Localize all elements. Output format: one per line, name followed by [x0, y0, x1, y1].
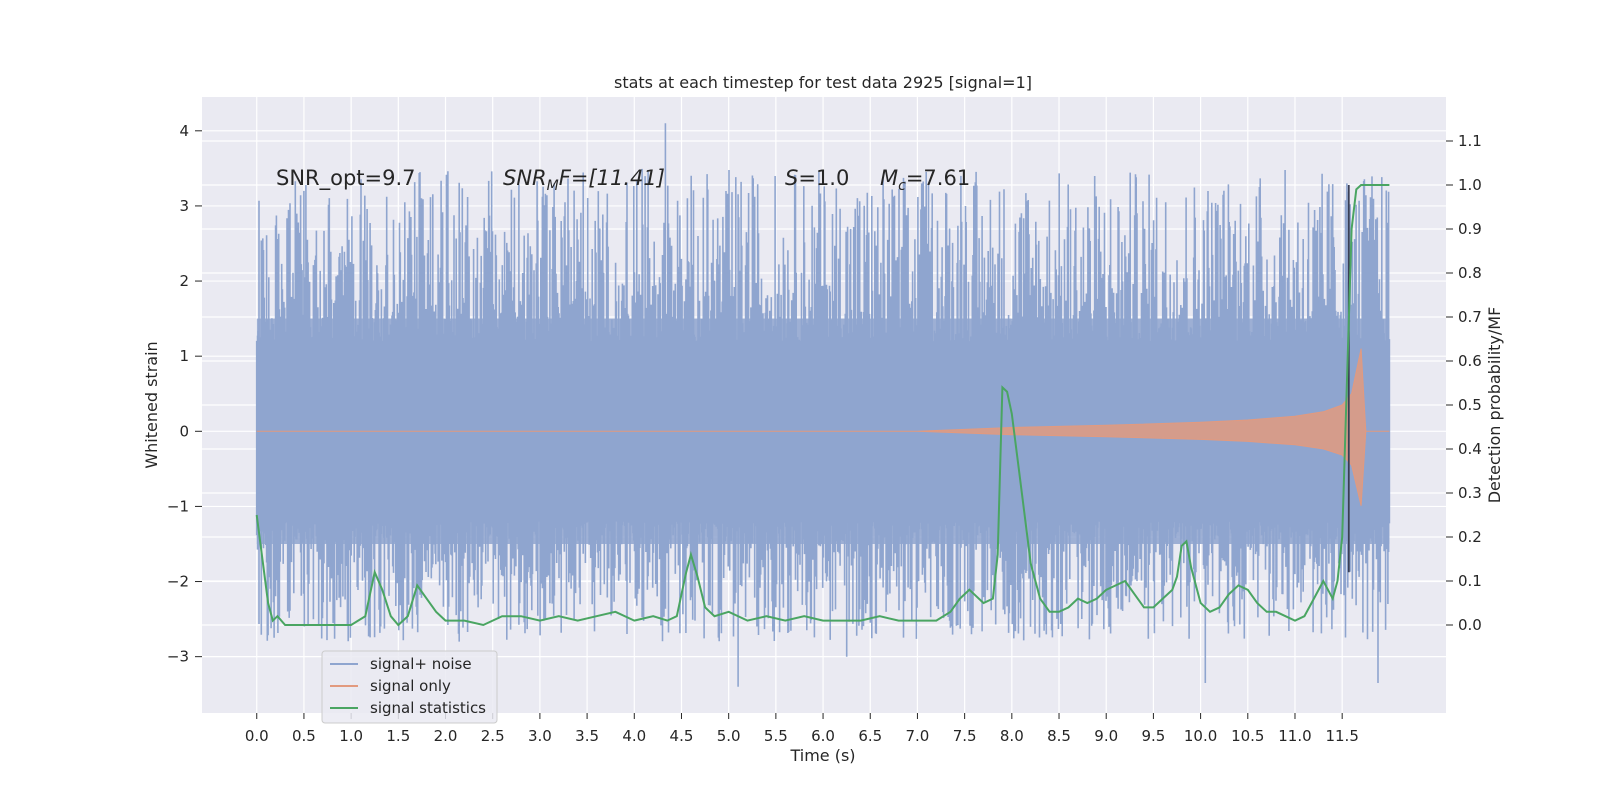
x-tick-label: 9.5 [1141, 727, 1165, 745]
annotation-snr-mf-value: F=[11.41] [559, 166, 665, 190]
legend-label-signal-only: signal only [370, 677, 451, 695]
annotation-mc-subscript: c [898, 178, 906, 194]
x-tick-label: 3.0 [528, 727, 552, 745]
x-tick-label: 5.0 [717, 727, 741, 745]
x-tick-label: 7.5 [953, 727, 977, 745]
right-y-tick-label: 0.1 [1458, 572, 1482, 590]
right-y-tick-label: 0.3 [1458, 484, 1482, 502]
x-tick-label: 5.5 [764, 727, 788, 745]
annotation-mc-symbol: M [880, 166, 898, 190]
left-y-tick-label: 2 [179, 272, 189, 290]
x-tick-label: 11.0 [1278, 727, 1311, 745]
x-tick-label: 11.5 [1325, 727, 1358, 745]
x-tick-label: 8.5 [1047, 727, 1071, 745]
right-y-tick-label: 0.9 [1458, 220, 1482, 238]
left-y-tick-label: 1 [179, 347, 189, 365]
right-y-tick-label: 1.1 [1458, 132, 1482, 150]
annotation-mc-value: =7.61 [906, 166, 970, 190]
x-tick-label: 0.5 [292, 727, 316, 745]
annotation-s-value: =1.0 [798, 166, 849, 190]
legend-box [321, 650, 498, 724]
left-y-tick-label: 0 [179, 422, 189, 440]
x-tick-label: 4.0 [622, 727, 646, 745]
series-signal-statistics [255, 184, 1390, 627]
left-y-tick-label: −3 [167, 648, 189, 666]
annotation-s: S=1.0 [785, 166, 849, 190]
x-tick-label: 8.0 [1000, 727, 1024, 745]
x-tick-label: 10.5 [1231, 727, 1264, 745]
left-y-tick-label: −1 [167, 497, 189, 515]
x-tick-label: 7.0 [906, 727, 930, 745]
x-tick-label: 10.0 [1184, 727, 1217, 745]
left-y-axis-label: Whitened strain [142, 341, 161, 468]
right-y-axis-label: Detection probability/MF [1485, 307, 1504, 504]
right-y-tick-label: 0.6 [1458, 352, 1482, 370]
right-y-tick-label: 1.0 [1458, 176, 1482, 194]
x-tick-label: 6.0 [811, 727, 835, 745]
x-tick-label: 1.0 [339, 727, 363, 745]
chart-title: stats at each timestep for test data 292… [614, 73, 1032, 92]
legend: signal+ noise signal only signal statist… [321, 650, 498, 724]
left-y-tick-label: 3 [179, 197, 189, 215]
x-tick-label: 2.5 [481, 727, 505, 745]
x-axis-label: Time (s) [789, 746, 855, 765]
annotation-snr-mf: SNRMF=[11.41] [503, 166, 665, 194]
series-signal-only [256, 348, 1390, 506]
legend-label-signal-statistics: signal statistics [370, 699, 486, 717]
left-y-axis-ticks: 4 3 2 1 0 −1 −2 −3 [167, 122, 202, 666]
right-y-tick-label: 0.5 [1458, 396, 1482, 414]
left-y-tick-label: −2 [167, 573, 189, 591]
x-tick-label: 4.5 [670, 727, 694, 745]
x-tick-label: 6.5 [858, 727, 882, 745]
x-tick-label: 3.5 [575, 727, 599, 745]
annotation-mc: Mc=7.61 [880, 166, 970, 194]
annotation-snr-mf-symbol: SNR [503, 166, 547, 190]
right-y-tick-label: 0.7 [1458, 308, 1482, 326]
right-y-axis-ticks: 1.1 1.0 0.9 0.8 0.7 0.6 0.5 0.4 0.3 0.2 0.1 0.0 [1446, 132, 1482, 634]
legend-label-signal-plus-noise: signal+ noise [370, 655, 472, 673]
annotation-snr-opt: SNR_opt=9.7 [276, 166, 416, 191]
annotation-snr-mf-subscript: M [547, 178, 559, 194]
x-tick-label: 2.0 [434, 727, 458, 745]
x-tick-label: 1.5 [386, 727, 410, 745]
right-y-tick-label: 0.2 [1458, 528, 1482, 546]
right-y-tick-label: 0.0 [1458, 616, 1482, 634]
annotation-s-symbol: S [785, 166, 798, 190]
x-tick-label: 9.0 [1094, 727, 1118, 745]
x-axis-ticks: 0.0 0.5 1.0 1.5 2.0 2.5 3.0 3.5 4.0 4.5 5.0 5.5 6.0 6… [245, 713, 1359, 745]
x-tick-label: 0.0 [245, 727, 269, 745]
left-y-tick-label: 4 [179, 122, 189, 140]
right-y-tick-label: 0.4 [1458, 440, 1482, 458]
right-y-tick-label: 0.8 [1458, 264, 1482, 282]
